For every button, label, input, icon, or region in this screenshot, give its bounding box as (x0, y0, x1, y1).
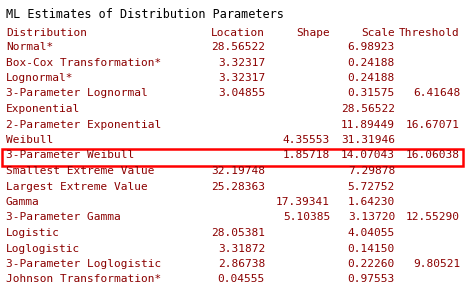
Text: 6.41648: 6.41648 (413, 89, 460, 99)
Text: 1.85718: 1.85718 (283, 150, 330, 161)
Text: 5.72752: 5.72752 (348, 181, 395, 192)
Text: 12.55290: 12.55290 (406, 212, 460, 223)
Text: Johnson Transformation*: Johnson Transformation* (6, 274, 161, 285)
Text: 28.56522: 28.56522 (211, 42, 265, 52)
Text: 28.05381: 28.05381 (211, 228, 265, 238)
Text: 14.07043: 14.07043 (341, 150, 395, 161)
Text: 32.19748: 32.19748 (211, 166, 265, 176)
Text: 0.24188: 0.24188 (348, 58, 395, 68)
Text: Gamma: Gamma (6, 197, 40, 207)
Text: 3-Parameter Lognormal: 3-Parameter Lognormal (6, 89, 148, 99)
Text: Distribution: Distribution (6, 28, 87, 38)
Text: 25.28363: 25.28363 (211, 181, 265, 192)
Text: 4.04055: 4.04055 (348, 228, 395, 238)
Text: Weibull: Weibull (6, 135, 53, 145)
Text: 16.06038: 16.06038 (406, 150, 460, 161)
Text: 31.31946: 31.31946 (341, 135, 395, 145)
Text: 2-Parameter Exponential: 2-Parameter Exponential (6, 119, 161, 130)
Text: Scale: Scale (361, 28, 395, 38)
Text: 3-Parameter Loglogistic: 3-Parameter Loglogistic (6, 259, 161, 269)
Text: Logistic: Logistic (6, 228, 60, 238)
Text: 3-Parameter Weibull: 3-Parameter Weibull (6, 150, 134, 161)
Text: 0.22260: 0.22260 (348, 259, 395, 269)
Text: Exponential: Exponential (6, 104, 80, 114)
Text: 17.39341: 17.39341 (276, 197, 330, 207)
Text: Smallest Extreme Value: Smallest Extreme Value (6, 166, 155, 176)
Text: 1.64230: 1.64230 (348, 197, 395, 207)
Text: 4.35553: 4.35553 (283, 135, 330, 145)
Text: 2.86738: 2.86738 (218, 259, 265, 269)
Text: 11.89449: 11.89449 (341, 119, 395, 130)
Text: 0.24188: 0.24188 (348, 73, 395, 83)
Text: Lognormal*: Lognormal* (6, 73, 74, 83)
Text: Location: Location (211, 28, 265, 38)
Text: 6.98923: 6.98923 (348, 42, 395, 52)
Text: Box-Cox Transformation*: Box-Cox Transformation* (6, 58, 161, 68)
Text: 0.14150: 0.14150 (348, 243, 395, 254)
Text: 3.32317: 3.32317 (218, 58, 265, 68)
Text: 16.67071: 16.67071 (406, 119, 460, 130)
Text: 28.56522: 28.56522 (341, 104, 395, 114)
Text: 0.04555: 0.04555 (218, 274, 265, 285)
Text: 9.80521: 9.80521 (413, 259, 460, 269)
Text: Loglogistic: Loglogistic (6, 243, 80, 254)
Text: Normal*: Normal* (6, 42, 53, 52)
Text: 7.29878: 7.29878 (348, 166, 395, 176)
Text: Threshold: Threshold (399, 28, 460, 38)
Text: 3-Parameter Gamma: 3-Parameter Gamma (6, 212, 121, 223)
Text: Largest Extreme Value: Largest Extreme Value (6, 181, 148, 192)
Text: Shape: Shape (296, 28, 330, 38)
Text: 0.31575: 0.31575 (348, 89, 395, 99)
Text: 3.32317: 3.32317 (218, 73, 265, 83)
Text: 3.13720: 3.13720 (348, 212, 395, 223)
Text: 0.97553: 0.97553 (348, 274, 395, 285)
Text: 3.04855: 3.04855 (218, 89, 265, 99)
Bar (2, 149, 463, 166)
Text: ML Estimates of Distribution Parameters: ML Estimates of Distribution Parameters (6, 8, 284, 21)
Text: 3.31872: 3.31872 (218, 243, 265, 254)
Text: 5.10385: 5.10385 (283, 212, 330, 223)
